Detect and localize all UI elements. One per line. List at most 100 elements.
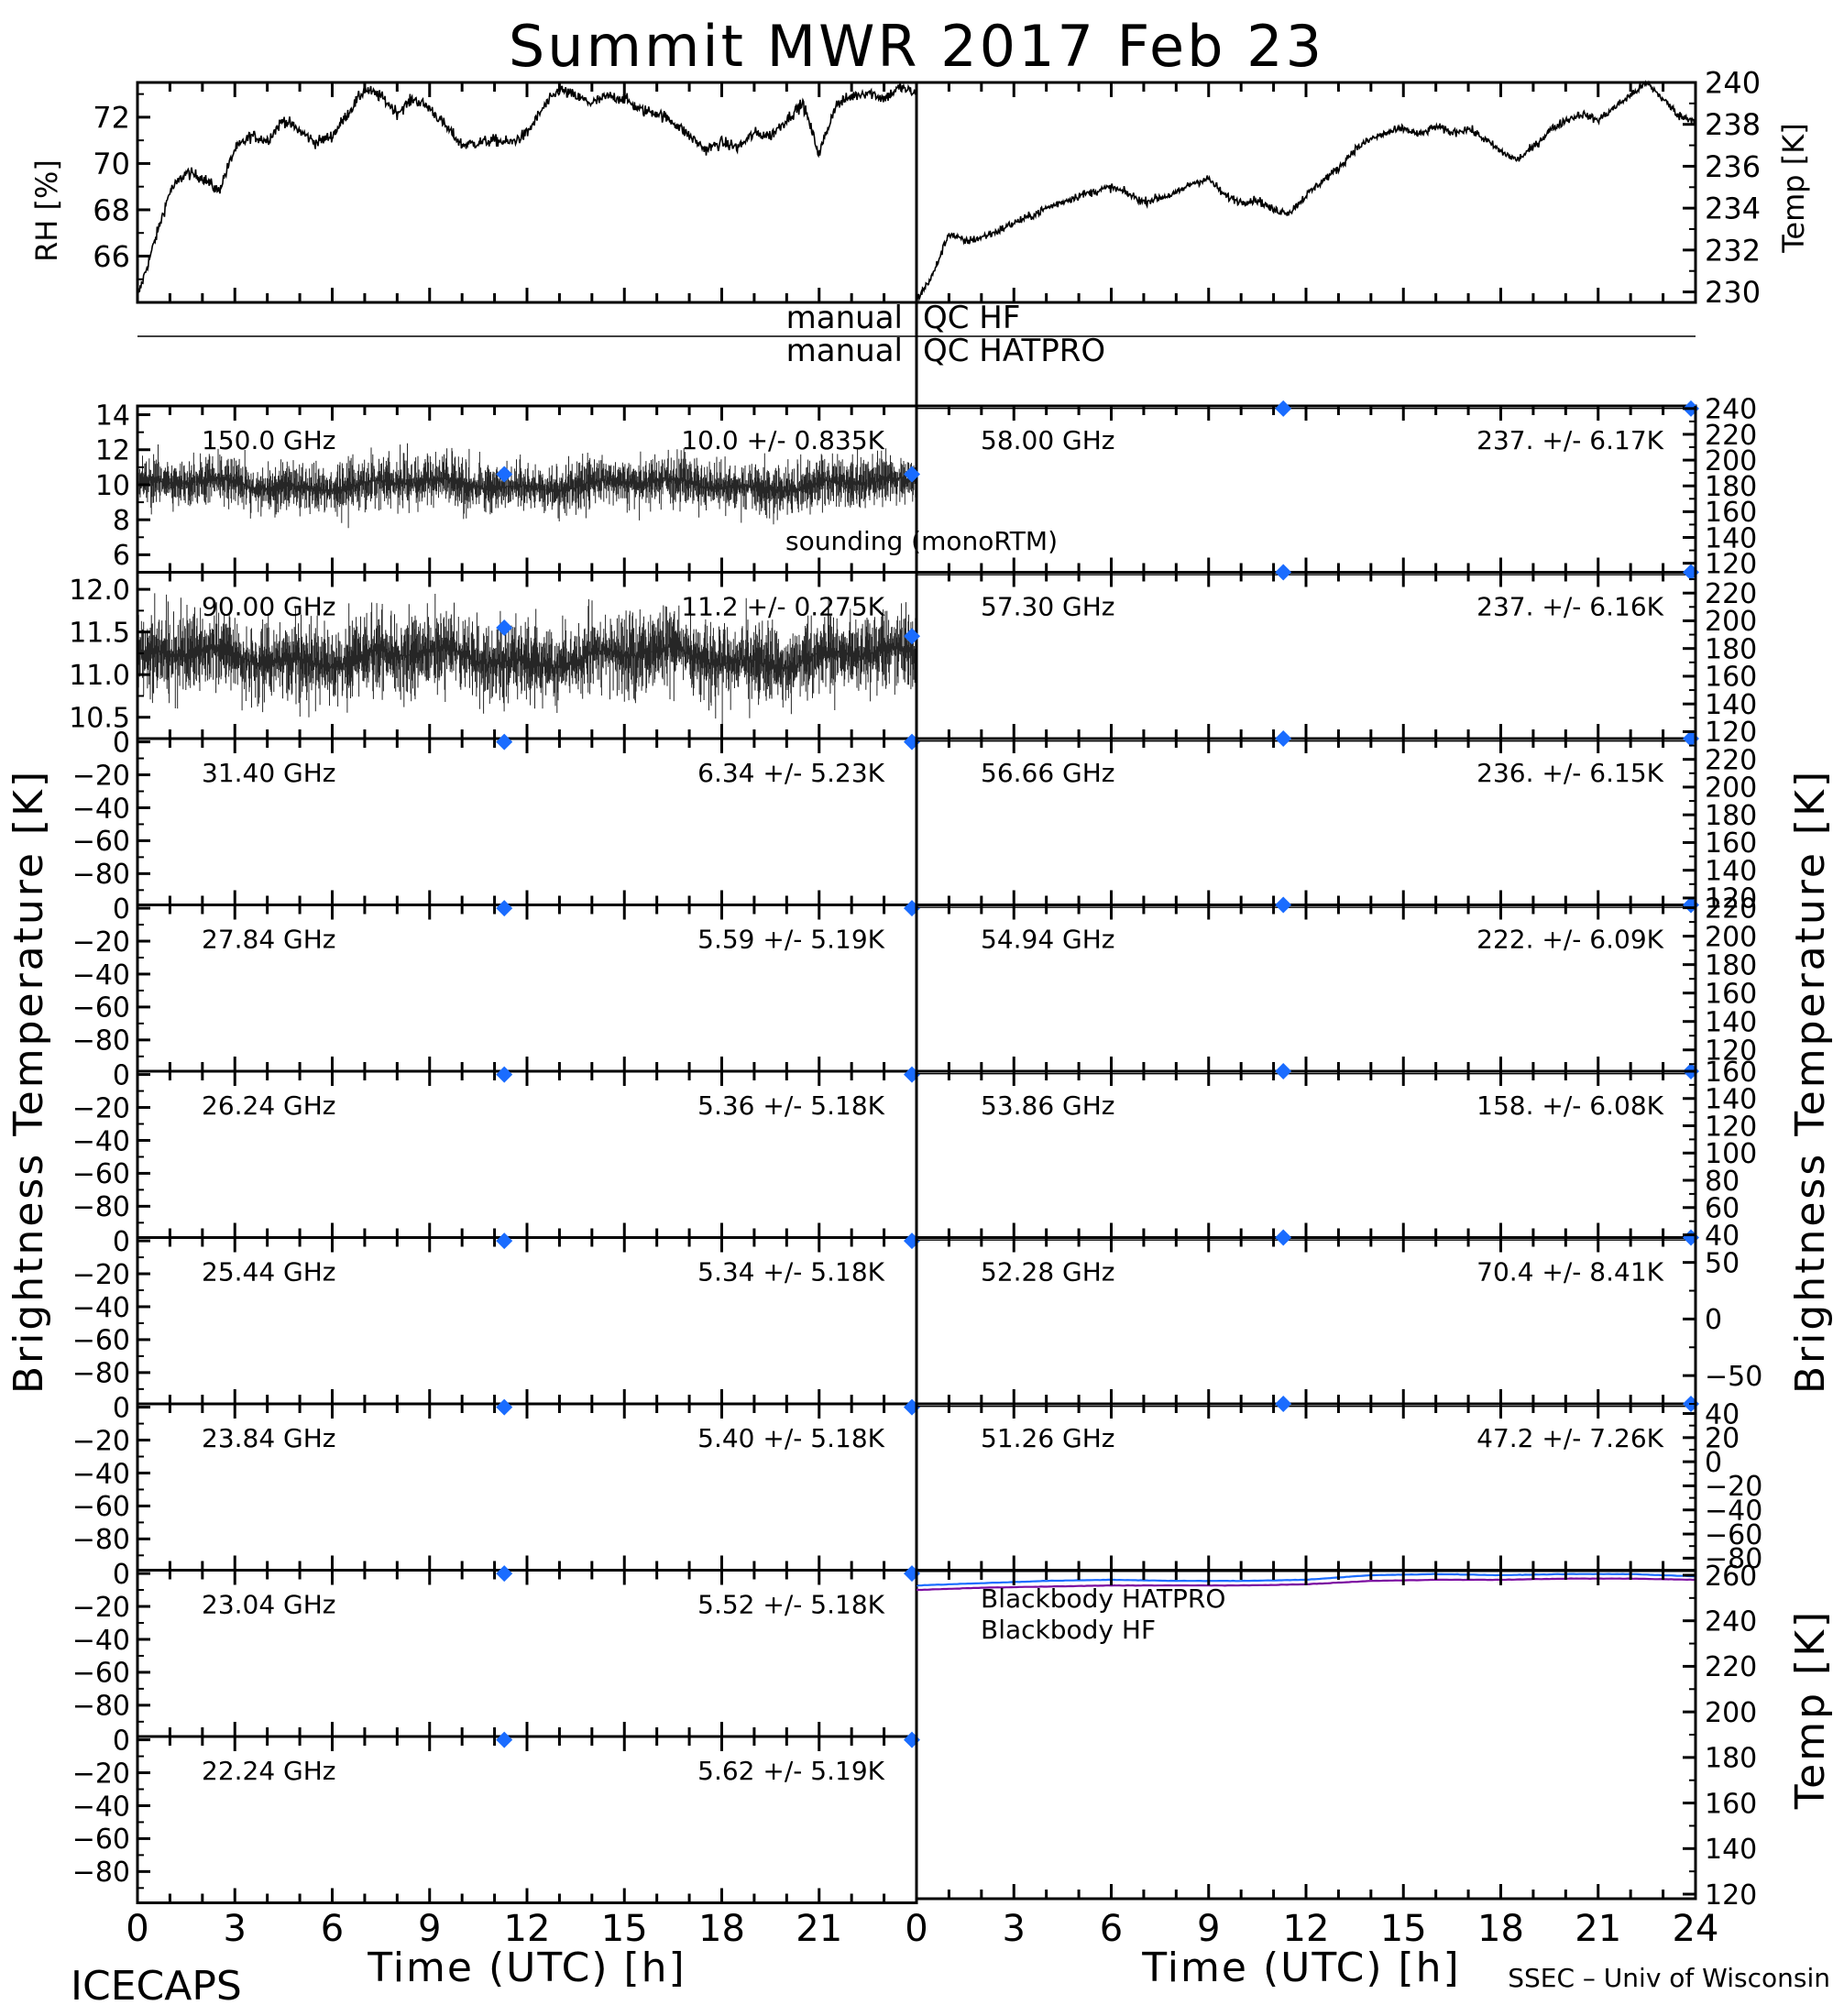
y-tick-label: 120 <box>1705 717 1757 749</box>
qc-hf-label: QC HF <box>923 300 1020 336</box>
y-tick-label: 140 <box>1705 1834 1757 1866</box>
channel-frequency-label: 26.24 GHz <box>202 1090 336 1121</box>
panel-frames <box>136 81 1697 1904</box>
channel-trace <box>137 593 916 725</box>
bb-hf-legend: Blackbody HF <box>981 1615 1156 1645</box>
sounding-marker <box>1275 896 1292 914</box>
temp-trace <box>916 80 1696 302</box>
tb-axis-label-right: Brightness Temperature [K] <box>1787 769 1833 1394</box>
y-tick-label: −80 <box>72 1524 130 1556</box>
x-tick-label-right: 15 <box>1380 1908 1427 1950</box>
y-tick-label: −20 <box>72 1758 130 1790</box>
channel-frequency-label: 57.30 GHz <box>981 592 1115 622</box>
channel-frequency-label: 52.28 GHz <box>981 1257 1115 1287</box>
x-tick-label-right: 12 <box>1283 1908 1330 1950</box>
y-tick-label: 10.5 <box>69 703 130 735</box>
y-tick-label: 200 <box>1705 921 1757 953</box>
y-tick-label: 240 <box>1705 66 1761 101</box>
y-tick-label: −80 <box>72 1025 130 1057</box>
channel-frequency-label: 90.00 GHz <box>202 592 336 622</box>
channel-stat-label: 5.40 +/- 5.18K <box>697 1423 884 1453</box>
y-tick-label: 140 <box>1705 1084 1757 1116</box>
annotations: manual QC HF manual QC HATPRO RH [%] Tem… <box>5 123 1833 2010</box>
axis-ticks <box>136 81 1697 1903</box>
figure-title-text: Summit MWR 2017 Feb 23 <box>509 13 1324 80</box>
y-tick-label: 8 <box>113 505 130 537</box>
y-tick-label: 140 <box>1705 689 1757 721</box>
sounding-marker <box>1275 400 1292 417</box>
y-tick-label: 260 <box>1705 1561 1757 1593</box>
channel-frequency-label: 27.84 GHz <box>202 925 336 955</box>
channel-stat-label: 5.62 +/- 5.19K <box>697 1756 884 1786</box>
y-tick-label: 180 <box>1705 949 1757 981</box>
y-tick-label: 180 <box>1705 800 1757 832</box>
y-tick-label: 234 <box>1705 192 1761 226</box>
x-tick-label-left: 9 <box>418 1908 441 1950</box>
x-tick-label-right: 6 <box>1100 1908 1123 1950</box>
channel-stat-label: 236. +/- 6.15K <box>1476 758 1663 788</box>
y-tick-label: 160 <box>1705 1057 1757 1089</box>
y-tick-label: −60 <box>72 1824 130 1856</box>
sounding-marker <box>1275 564 1292 581</box>
y-tick-label: −40 <box>72 1125 130 1157</box>
y-tick-label: −20 <box>72 1425 130 1457</box>
y-tick-label: 120 <box>1705 1879 1757 1912</box>
bb-hatpro-legend: Blackbody HATPRO <box>981 1583 1225 1614</box>
x-tick-label-right: 21 <box>1575 1908 1621 1950</box>
x-tick-label-left: 18 <box>698 1908 745 1950</box>
x-tick-label-left: 12 <box>504 1908 551 1950</box>
sounding-marker <box>496 1233 513 1250</box>
y-tick-label: 0 <box>1705 1447 1722 1479</box>
sounding-marker <box>496 619 513 636</box>
y-tick-label: 0 <box>113 1059 130 1091</box>
sounding-marker <box>496 466 513 483</box>
y-tick-label: 6 <box>113 540 130 572</box>
sounding-marker <box>904 628 920 645</box>
y-tick-label: 0 <box>113 727 130 759</box>
channel-stat-label: 237. +/- 6.17K <box>1476 425 1663 455</box>
y-tick-label: 120 <box>1705 1035 1757 1068</box>
channel-stat-label: 5.36 +/- 5.18K <box>697 1090 884 1121</box>
data-traces <box>137 80 1699 1748</box>
channel-stat-label: 5.34 +/- 5.18K <box>697 1257 884 1287</box>
figure-title: Summit MWR 2017 Feb 23 <box>509 13 1324 80</box>
y-tick-label: 160 <box>1705 827 1757 860</box>
y-tick-label: −50 <box>1705 1361 1762 1393</box>
y-tick-label: 120 <box>1705 548 1757 580</box>
y-tick-label: −60 <box>1705 1519 1762 1551</box>
y-tick-label: 0 <box>113 1725 130 1757</box>
channel-frequency-label: 23.84 GHz <box>202 1423 336 1453</box>
y-tick-label: −40 <box>72 1458 130 1490</box>
temp-axis-label: Temp [K] <box>1776 123 1811 253</box>
channel-frequency-label: 56.66 GHz <box>981 758 1115 788</box>
y-tick-label: −40 <box>72 1292 130 1324</box>
x-tick-label-left: 0 <box>126 1908 148 1950</box>
channel-frequency-label: 58.00 GHz <box>981 425 1115 455</box>
channel-stat-label: 10.0 +/- 0.835K <box>681 425 884 455</box>
qc-hatpro-label: QC HATPRO <box>923 333 1105 369</box>
x-tick-label-right: 9 <box>1197 1908 1220 1950</box>
y-tick-label: −80 <box>72 1857 130 1889</box>
xlabel-right: Time (UTC) [h] <box>1141 1945 1460 1991</box>
channel-frequency-label: 51.26 GHz <box>981 1423 1115 1453</box>
y-tick-label: −40 <box>72 1791 130 1823</box>
channel-frequency-label: 53.86 GHz <box>981 1090 1115 1121</box>
x-tick-label-right: 18 <box>1477 1908 1524 1950</box>
channel-frequency-label: 22.24 GHz <box>202 1756 336 1786</box>
channel-stat-label: 70.4 +/- 8.41K <box>1476 1257 1663 1287</box>
sounding-marker <box>1275 1396 1292 1412</box>
channel-frequency-label: 31.40 GHz <box>202 758 336 788</box>
y-tick-label: 240 <box>1705 394 1757 426</box>
rh-axis-label: RH [%] <box>29 159 64 262</box>
channel-stat-label: 237. +/- 6.16K <box>1476 592 1663 622</box>
y-tick-label: 220 <box>1705 744 1757 776</box>
y-tick-label: 240 <box>1705 1605 1757 1638</box>
y-tick-label: 0 <box>113 893 130 926</box>
channel-frequency-label: 54.94 GHz <box>981 925 1115 955</box>
sounding-marker <box>904 466 920 483</box>
y-tick-label: 200 <box>1705 445 1757 477</box>
y-tick-label: 40 <box>1705 1220 1740 1252</box>
rh-trace <box>137 82 917 296</box>
y-tick-label: −80 <box>72 859 130 891</box>
